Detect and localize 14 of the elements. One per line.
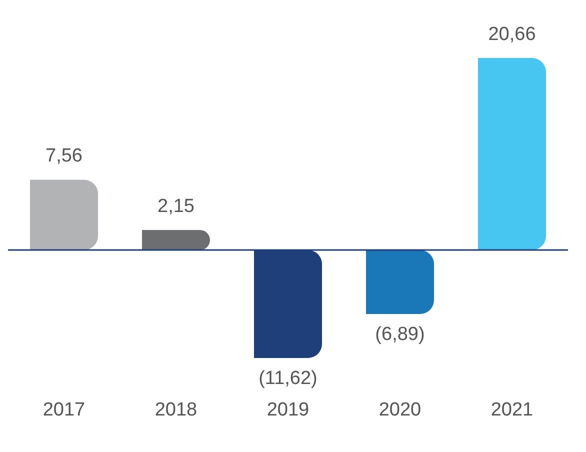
x-tick-label: 2019 — [266, 399, 310, 420]
x-tick-label: 2021 — [490, 399, 534, 420]
x-tick-label: 2020 — [378, 399, 422, 420]
data-label: (6,89) — [375, 324, 425, 346]
data-label: (11,62) — [258, 368, 318, 389]
bar — [142, 230, 210, 250]
data-label: 7,56 — [46, 146, 82, 167]
x-tick-label: 2017 — [42, 399, 86, 420]
bar — [478, 58, 546, 250]
bar — [30, 180, 98, 250]
x-tick-label: 2018 — [154, 399, 198, 420]
data-label: 2,15 — [158, 196, 194, 218]
bar — [366, 250, 434, 314]
data-label: 20,66 — [488, 24, 536, 45]
